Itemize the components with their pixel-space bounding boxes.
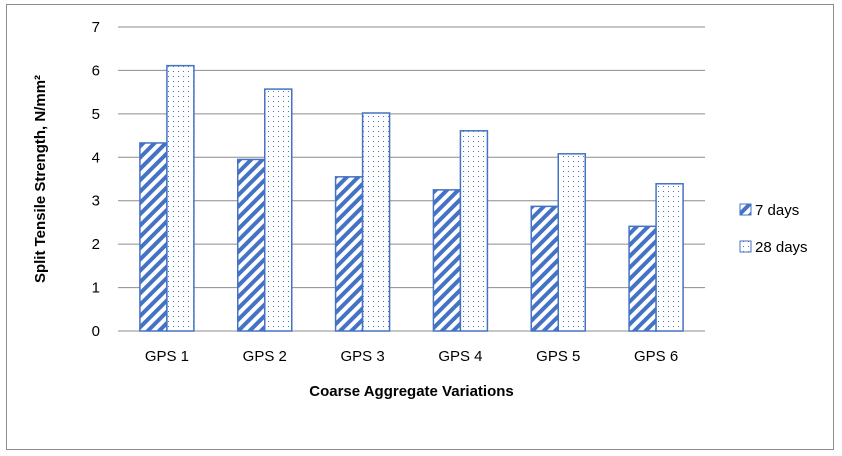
y-tick-label: 6 (92, 62, 100, 79)
y-tick-label: 7 (92, 19, 100, 36)
bar-28-days-gps-2 (264, 88, 293, 332)
y-tick-label: 5 (92, 106, 100, 123)
y-axis-ticks: 0 1 2 3 4 5 6 7 (92, 19, 100, 340)
bar-7-days-gps-3 (334, 176, 364, 332)
legend: 7 days 28 days (739, 202, 808, 256)
y-tick-label: 0 (92, 323, 100, 340)
y-tick-label: 3 (92, 193, 100, 210)
x-axis-ticks: GPS 1 GPS 2 GPS 3 GPS 4 GPS 5 GPS 6 (145, 348, 678, 365)
x-tick-label: GPS 4 (438, 348, 482, 365)
x-tick-label: GPS 6 (634, 348, 678, 365)
legend-label-7-days: 7 days (755, 202, 799, 219)
legend-label-28-days: 28 days (755, 239, 808, 256)
bar-7-days-gps-1 (139, 142, 168, 332)
x-tick-label: GPS 2 (243, 348, 287, 365)
bar-28-days-gps-1 (166, 64, 195, 332)
y-axis-title: Split Tensile Strength, N/mm² (32, 75, 49, 283)
bar-28-days-gps-5 (557, 153, 586, 332)
bar-7-days-gps-5 (530, 205, 559, 332)
y-tick-label: 4 (92, 149, 100, 166)
bar-7-days-gps-4 (432, 189, 462, 332)
legend-swatch-7-days (739, 203, 752, 216)
bar-28-days-gps-3 (361, 112, 391, 332)
x-axis-title: Coarse Aggregate Variations (309, 383, 514, 400)
bar-7-days-gps-2 (237, 158, 266, 332)
x-tick-label: GPS 1 (145, 348, 189, 365)
bars (139, 64, 684, 332)
x-tick-label: GPS 5 (536, 348, 580, 365)
y-tick-label: 2 (92, 236, 100, 253)
x-tick-label: GPS 3 (340, 348, 384, 365)
legend-swatch-28-days (739, 240, 752, 253)
bar-7-days-gps-6 (628, 225, 657, 332)
bar-28-days-gps-4 (459, 130, 489, 332)
y-tick-label: 1 (92, 280, 100, 297)
gridlines (118, 26, 705, 332)
bar-28-days-gps-6 (655, 183, 684, 332)
